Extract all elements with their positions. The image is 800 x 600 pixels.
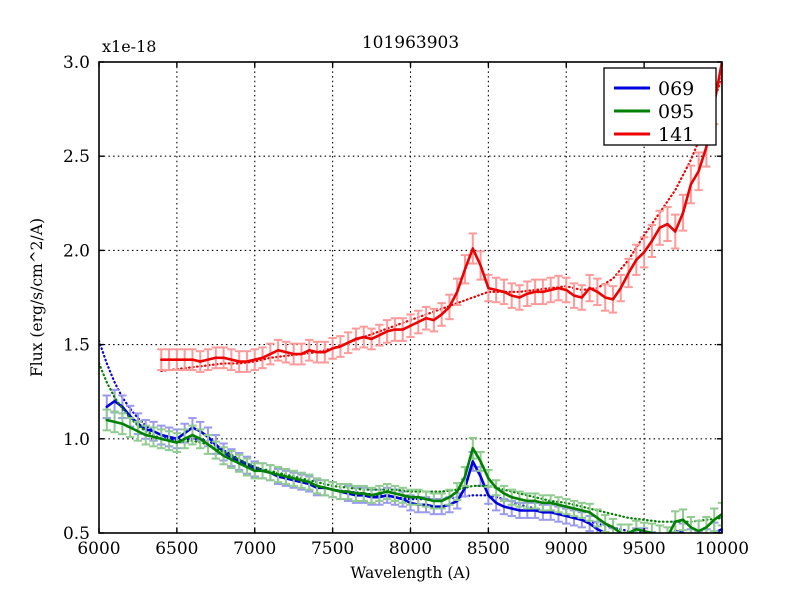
series-095 bbox=[99, 362, 722, 533]
xtick-label: 7000 bbox=[233, 539, 276, 559]
y-axis-label: Flux (erg/s/cm^2/A) bbox=[28, 218, 46, 377]
xtick-label: 6000 bbox=[77, 539, 120, 559]
x-axis-label: Wavelength (A) bbox=[350, 564, 470, 582]
legend-box bbox=[603, 67, 717, 146]
series-line-095 bbox=[105, 418, 722, 533]
xtick-label: 8000 bbox=[389, 539, 432, 559]
ytick-label: 2.0 bbox=[63, 241, 90, 261]
xtick-label: 9500 bbox=[622, 539, 665, 559]
series-group bbox=[99, 62, 722, 533]
xtick-label: 6500 bbox=[155, 539, 198, 559]
series-141 bbox=[157, 62, 722, 373]
legend-label-095: 095 bbox=[658, 101, 694, 123]
xtick-label: 7500 bbox=[311, 539, 354, 559]
y-axis-offset-label: x1e-18 bbox=[102, 37, 156, 56]
xtick-label: 8500 bbox=[467, 539, 510, 559]
ytick-label: 1.0 bbox=[63, 430, 90, 450]
chart-title: 101963903 bbox=[362, 33, 459, 53]
tick-group: 6000 6500 7000 7500 8000 8500 9000 9500 10000 0.5… bbox=[63, 53, 749, 559]
ytick-label: 3.0 bbox=[63, 53, 90, 73]
series-line-141 bbox=[160, 62, 722, 363]
ytick-label: 1.5 bbox=[63, 336, 90, 356]
legend-label-141: 141 bbox=[658, 124, 694, 146]
xtick-label: 10000 bbox=[695, 539, 749, 559]
ytick-label: 0.5 bbox=[63, 524, 90, 544]
legend-label-069: 069 bbox=[658, 78, 694, 100]
ytick-label: 2.5 bbox=[63, 147, 90, 167]
xtick-label: 9000 bbox=[545, 539, 588, 559]
